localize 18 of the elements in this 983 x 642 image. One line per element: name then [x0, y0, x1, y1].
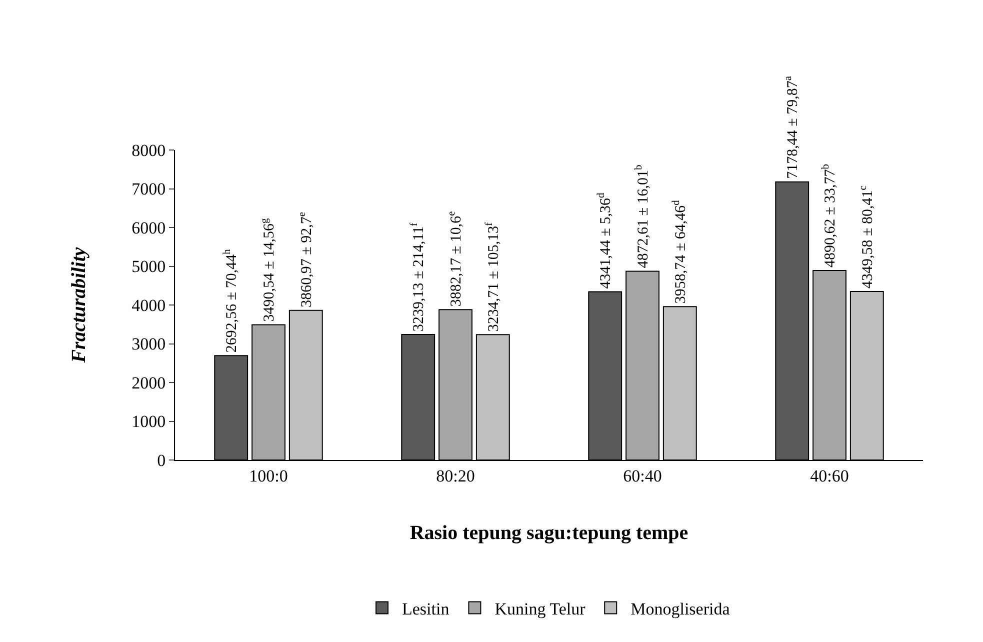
y-tick-label: 4000	[132, 296, 166, 315]
y-axis-title: Fracturability	[68, 247, 90, 364]
legend-label: Kuning Telur	[494, 599, 586, 618]
y-tick-label: 5000	[132, 257, 166, 276]
x-tick-label: 100:0	[249, 466, 288, 486]
y-tick-label: 0	[157, 450, 166, 470]
y-tick-label: 2000	[132, 373, 166, 392]
y-tick-label: 7000	[132, 180, 166, 199]
x-axis-title: Rasio tepung sagu:tepung tempe	[410, 522, 688, 544]
y-tick-label: 6000	[132, 218, 166, 238]
legend-label: Monogliserida	[630, 599, 730, 618]
y-tick-label: 3000	[132, 334, 166, 354]
y-tick-label: 8000	[132, 140, 166, 160]
x-tick-label: 80:20	[436, 466, 475, 486]
x-tick-label: 60:40	[623, 466, 662, 486]
x-tick-label: 40:60	[810, 466, 849, 486]
legend-label: Lesitin	[402, 599, 450, 618]
y-tick-label: 1000	[132, 412, 166, 432]
